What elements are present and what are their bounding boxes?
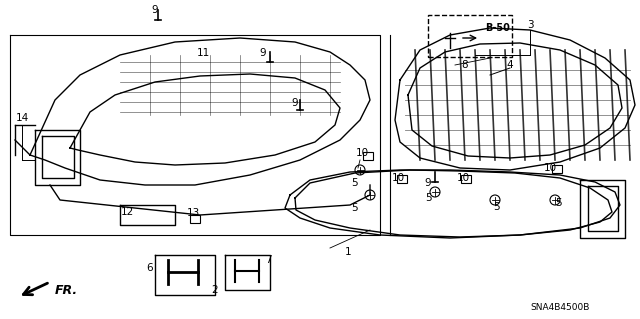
Text: 9: 9: [292, 98, 298, 108]
Text: 10: 10: [543, 163, 557, 173]
Text: 10: 10: [355, 148, 369, 158]
Text: 4: 4: [507, 60, 513, 70]
Text: 5: 5: [493, 202, 500, 212]
Bar: [363, 152, 373, 160]
Bar: [461, 175, 471, 183]
Text: SNA4B4500B: SNA4B4500B: [530, 303, 589, 313]
Text: 6: 6: [147, 263, 154, 273]
Text: 11: 11: [196, 48, 210, 58]
Text: B-50: B-50: [485, 23, 510, 33]
Text: FR.: FR.: [55, 284, 78, 296]
Text: 5: 5: [352, 178, 358, 188]
Text: 9: 9: [260, 48, 266, 58]
Bar: [552, 165, 562, 173]
Text: 9: 9: [425, 178, 431, 188]
Text: 1: 1: [345, 247, 351, 257]
Text: 9: 9: [152, 5, 158, 15]
Text: 7: 7: [265, 255, 271, 265]
Text: 14: 14: [15, 113, 29, 123]
Bar: [190, 215, 200, 223]
Text: 5: 5: [555, 198, 561, 208]
Bar: [397, 175, 407, 183]
Text: 8: 8: [461, 60, 468, 70]
Text: 10: 10: [392, 173, 404, 183]
Text: 10: 10: [456, 173, 470, 183]
FancyBboxPatch shape: [428, 15, 512, 57]
Text: 13: 13: [186, 208, 200, 218]
Text: 12: 12: [120, 207, 134, 217]
Text: 2: 2: [212, 285, 218, 295]
Text: 5: 5: [425, 193, 431, 203]
Text: 3: 3: [527, 20, 533, 30]
Text: 5: 5: [352, 203, 358, 213]
